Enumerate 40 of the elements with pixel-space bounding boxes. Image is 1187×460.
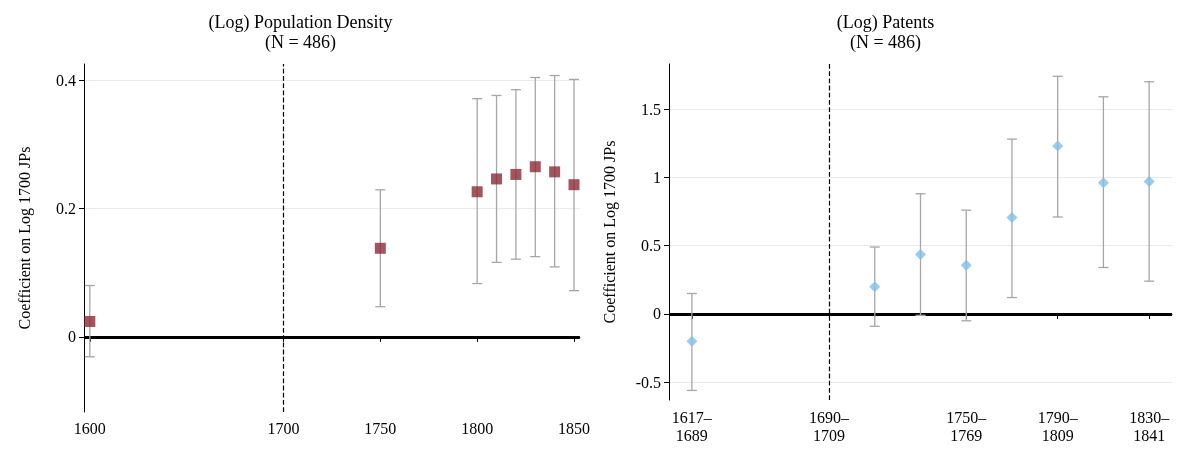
y-tick-label: 1	[653, 168, 661, 186]
x-tick-label: 1700	[267, 419, 300, 437]
point	[491, 173, 503, 185]
y-tick-label: 0.2	[56, 199, 76, 217]
point	[915, 248, 926, 260]
chart-subtitle: (N = 486)	[849, 32, 922, 53]
point	[568, 179, 580, 191]
point	[471, 186, 483, 198]
x-tick-label: 1850	[558, 419, 591, 437]
x-tick-label: 1750– 1769	[946, 408, 988, 444]
x-tick-label: 1750	[364, 419, 397, 437]
x-tick-label: 1600	[73, 419, 106, 437]
point	[960, 259, 972, 271]
y-tick-label: 0	[653, 305, 661, 323]
x-tick-label: 1800	[461, 419, 494, 437]
point	[549, 166, 561, 178]
chart-title: (Log) Population Density	[208, 12, 393, 33]
x-tick-label: 1617– 1689	[671, 408, 713, 444]
point	[1052, 140, 1064, 152]
y-tick-label: 1.5	[641, 100, 661, 118]
y-tick-label: 0.5	[641, 237, 661, 255]
point	[510, 168, 522, 180]
point	[1006, 211, 1018, 223]
point	[869, 281, 881, 293]
point	[686, 335, 698, 347]
point	[1097, 177, 1109, 189]
y-axis-title: Coefficient on Log 1700 JPs	[600, 140, 619, 324]
point	[1143, 175, 1155, 187]
x-tick-label: 1830– 1841	[1129, 408, 1171, 444]
point	[529, 161, 541, 173]
point	[84, 315, 96, 327]
y-tick-label: 0	[68, 328, 76, 346]
chart-title: (Log) Patents	[836, 12, 935, 33]
chart-subtitle: (N = 486)	[264, 32, 337, 53]
x-tick-label: 1790– 1809	[1037, 408, 1079, 444]
x-tick-label: 1690– 1709	[809, 408, 851, 444]
y-axis-title: Coefficient on Log 1700 JPs	[15, 146, 34, 330]
point	[374, 242, 386, 254]
y-tick-label: -0.5	[635, 373, 661, 391]
y-tick-label: 0.4	[56, 71, 76, 89]
